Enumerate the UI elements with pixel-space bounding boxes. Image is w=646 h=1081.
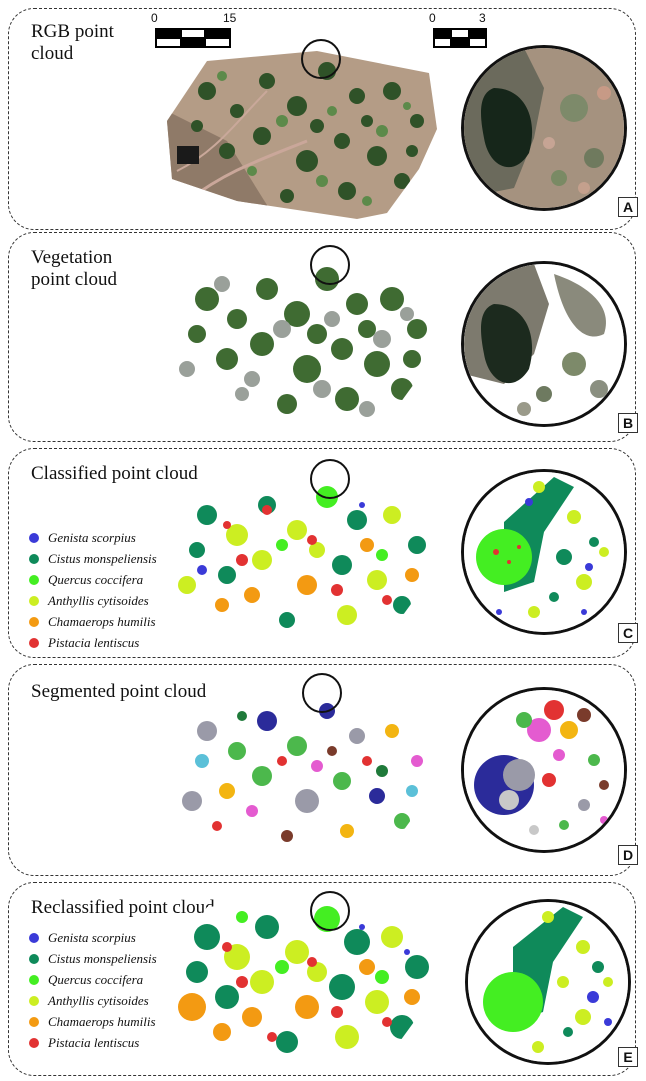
panel-label: A	[618, 197, 638, 217]
classified-zoom-inset	[461, 469, 627, 635]
legend-item: Pistacia lentiscus	[29, 1032, 157, 1053]
legend-swatch	[29, 953, 39, 964]
reclassified-zoom-inset	[465, 899, 631, 1065]
legend-item: Anthyllis cytisoides	[29, 990, 157, 1011]
legend-item: Cistus monspeliensis	[29, 548, 157, 569]
legend-swatch	[29, 1016, 39, 1027]
legend-item: Quercus coccifera	[29, 969, 157, 990]
legend-swatch	[29, 974, 39, 985]
segmented-zoom-inset	[461, 687, 627, 853]
segmented-point-cloud-image	[167, 691, 437, 859]
scale-max-label: 3	[479, 11, 486, 25]
scale-min-label: 0	[151, 11, 158, 25]
legend-swatch	[29, 553, 39, 564]
scale-bar-main: 0 15	[151, 11, 236, 51]
legend-item: Chamaerops humilis	[29, 611, 157, 632]
zoom-location-marker	[310, 245, 350, 285]
legend-item: Genista scorpius	[29, 927, 157, 948]
legend-swatch	[29, 595, 39, 606]
panel-title: Vegetation point cloud	[31, 247, 118, 290]
legend-swatch	[29, 995, 39, 1006]
legend-swatch	[29, 532, 39, 543]
panel-reclassified: Reclassified point cloud Genista scorpiu…	[8, 882, 638, 1076]
legend-label: Cistus monspeliensis	[48, 950, 157, 966]
zoom-location-marker	[310, 891, 350, 931]
panel-title: Segmented point cloud	[31, 681, 207, 702]
legend-item: Anthyllis cytisoides	[29, 590, 157, 611]
panel-label: D	[618, 845, 638, 865]
legend-swatch	[29, 637, 39, 648]
panel-title: RGB point cloud	[31, 21, 114, 64]
legend-swatch	[29, 932, 39, 943]
panel-title: Classified point cloud	[31, 463, 198, 484]
species-legend: Genista scorpius Cistus monspeliensis Qu…	[29, 927, 157, 1053]
legend-label: Anthyllis cytisoides	[48, 592, 149, 608]
legend-label: Anthyllis cytisoides	[48, 992, 149, 1008]
legend-label: Quercus coccifera	[48, 571, 144, 587]
rgb-point-cloud-image	[167, 51, 437, 219]
legend-swatch	[29, 574, 39, 585]
vegetation-point-cloud-image	[167, 259, 437, 427]
scale-min-label: 0	[429, 11, 436, 25]
legend-item: Pistacia lentiscus	[29, 632, 157, 653]
reclassified-point-cloud-image	[167, 897, 437, 1065]
scale-max-label: 15	[223, 11, 237, 25]
panel-label: C	[618, 623, 638, 643]
legend-item: Chamaerops humilis	[29, 1011, 157, 1032]
legend-label: Pistacia lentiscus	[48, 1034, 140, 1050]
legend-label: Pistacia lentiscus	[48, 634, 140, 650]
legend-item: Quercus coccifera	[29, 569, 157, 590]
panel-segmented: Segmented point cloud	[8, 664, 638, 876]
legend-label: Quercus coccifera	[48, 971, 144, 987]
classified-point-cloud-image	[167, 475, 437, 643]
vegetation-zoom-inset	[461, 261, 627, 427]
zoom-location-marker	[310, 459, 350, 499]
legend-label: Chamaerops humilis	[48, 613, 156, 629]
zoom-location-marker	[302, 673, 342, 713]
panel-label: B	[618, 413, 638, 433]
legend-label: Genista scorpius	[48, 929, 136, 945]
legend-label: Cistus monspeliensis	[48, 550, 157, 566]
legend-item: Genista scorpius	[29, 527, 157, 548]
legend-swatch	[29, 616, 39, 627]
panel-vegetation: Vegetation point cloud	[8, 232, 638, 442]
legend-item: Cistus monspeliensis	[29, 948, 157, 969]
panel-label: E	[618, 1047, 638, 1067]
zoom-location-marker	[301, 39, 341, 79]
legend-label: Genista scorpius	[48, 529, 136, 545]
legend-swatch	[29, 1037, 39, 1048]
panel-classified: Classified point cloud Genista scorpius …	[8, 448, 638, 658]
species-legend: Genista scorpius Cistus monspeliensis Qu…	[29, 527, 157, 653]
rgb-zoom-inset	[461, 45, 627, 211]
legend-label: Chamaerops humilis	[48, 1013, 156, 1029]
